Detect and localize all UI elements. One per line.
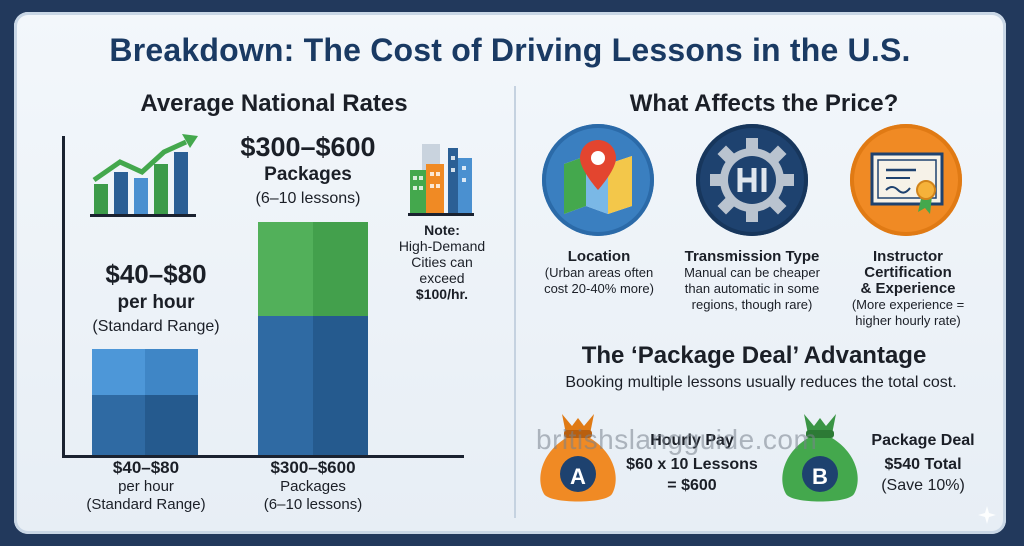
factor-transmission-title: Transmission Type — [684, 248, 820, 265]
option-b-line1: $540 Total — [860, 456, 986, 474]
packages-note: (6–10 lessons) — [255, 190, 361, 207]
growth-chart-icon — [90, 134, 198, 217]
watermark: britishslangguide.com — [536, 424, 818, 455]
packages-price: $300–$600 — [240, 132, 376, 162]
hourly-unit: per hour — [117, 292, 195, 313]
packages-bar-top — [258, 222, 368, 316]
factor-instructor-title3: & Experience — [860, 280, 956, 297]
option-b-title: Package Deal — [871, 432, 975, 449]
hourly-axis-label-1: $40–$80 — [112, 458, 180, 477]
factor-instructor-desc2: higher hourly rate) — [855, 313, 961, 328]
package-subtext: Booking multiple lessons usually reduces… — [565, 374, 957, 391]
page-title: Breakdown: The Cost of Driving Lessons i… — [109, 32, 911, 68]
factor-transmission-desc3: regions, though rare) — [691, 297, 813, 312]
location-circle — [542, 124, 654, 236]
hourly-note: (Standard Range) — [92, 318, 220, 335]
package-heading: The ‘Package Deal’ Advantage — [581, 342, 927, 369]
infographic-panel: Breakdown: The Cost of Driving Lessons i… — [14, 12, 1006, 534]
gear-shift-icon — [710, 138, 794, 222]
factor-transmission-desc2: than automatic in some — [684, 281, 820, 296]
map-pin-icon — [564, 140, 632, 214]
sparkle-icon — [978, 506, 996, 524]
packages-axis-label-1: $300–$600 — [270, 458, 356, 477]
city-buildings-icon — [408, 144, 474, 216]
packages-axis-label-3: (6–10 lessons) — [263, 496, 363, 513]
packages-unit: Packages — [264, 164, 352, 185]
money-bag-a-icon — [540, 414, 616, 502]
factor-location-desc1: (Urban areas often — [544, 265, 654, 280]
option-a-letter: A — [570, 464, 586, 489]
city-note-label: Note: — [424, 222, 460, 238]
option-b-line2: (Save 10%) — [881, 477, 965, 494]
factor-location-title: Location — [567, 248, 631, 265]
factor-transmission-desc1: Manual can be cheaper — [684, 265, 820, 280]
hourly-bar-bottom — [92, 395, 198, 455]
left-heading: Average National Rates — [140, 90, 408, 117]
transmission-circle — [696, 124, 808, 236]
chart-y-axis — [62, 136, 65, 458]
packages-bar-bottom — [258, 316, 368, 455]
city-note-line1: High-Demand — [398, 238, 486, 254]
city-note-line2: Cities can — [411, 254, 473, 270]
certificate-icon — [870, 152, 944, 214]
money-bag-b-icon — [782, 414, 858, 502]
option-a-line2: = $600 — [667, 477, 717, 494]
hourly-axis-label-3: (Standard Range) — [86, 496, 206, 513]
city-note-line4: $100/hr. — [415, 286, 469, 302]
factor-instructor-title2: Certification — [864, 264, 952, 281]
factor-instructor-desc1: (More experience = — [851, 297, 965, 312]
option-b-line1-text: $540 Total — [884, 456, 962, 473]
right-heading: What Affects the Price? — [629, 90, 899, 117]
column-divider — [514, 86, 516, 518]
option-a-title: Hourly Pay — [650, 432, 734, 449]
instructor-circle — [850, 124, 962, 236]
option-b-letter: B — [812, 464, 828, 489]
option-a-line1: $60 x 10 Lessons — [626, 456, 758, 473]
factor-instructor-title: Instructor — [872, 248, 943, 265]
chart-x-axis — [62, 455, 464, 458]
hourly-bar-top — [92, 349, 198, 395]
hourly-bar — [92, 349, 198, 455]
factor-location-desc2: cost 20-40% more) — [544, 281, 654, 296]
hourly-price: $40–$80 — [105, 259, 207, 289]
city-note-line3: exceed — [419, 270, 465, 286]
hourly-axis-label-2: per hour — [118, 478, 174, 495]
packages-bar — [258, 222, 368, 455]
packages-axis-label-2: Packages — [280, 478, 346, 495]
